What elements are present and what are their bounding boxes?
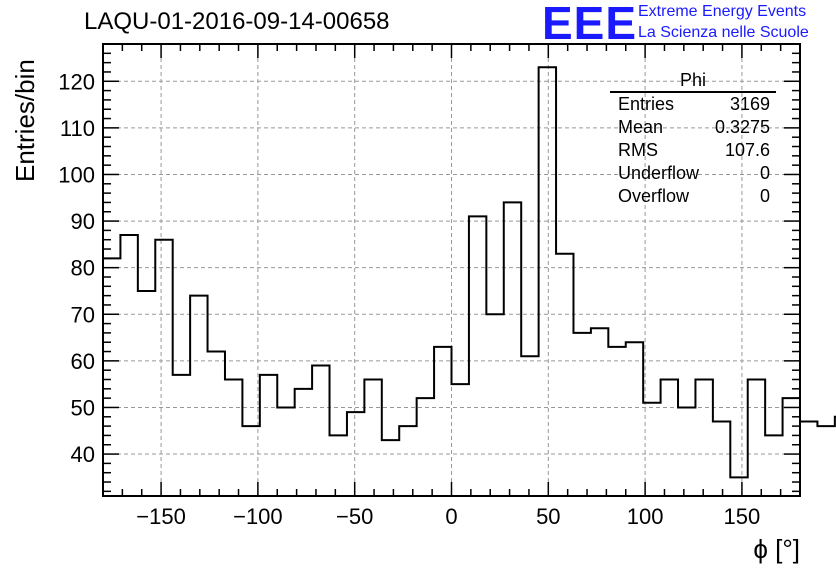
y-tick-label: 40 [71,442,95,467]
eee-logo: EEE [542,0,638,49]
x-tick-label: 150 [724,504,761,529]
histogram-line [103,66,836,479]
stats-row-rms: RMS 107.6 [610,139,776,162]
stats-label: Underflow [618,163,700,183]
stats-row-mean: Mean 0.3275 [610,116,776,139]
logo-line-1: Extreme Energy Events [638,3,807,20]
stats-label: Mean [618,117,664,137]
stats-row-underflow: Underflow 0 [610,162,776,185]
x-tick-label: −150 [136,504,186,529]
stats-value: 3169 [729,94,770,114]
x-tick-label: −100 [233,504,283,529]
stats-box: Phi Entries 3169 Mean 0.3275 RMS 107.6 U… [610,70,776,208]
x-tick-label: 50 [536,504,560,529]
y-tick-label: 80 [71,256,95,281]
stats-value: 107.6 [724,140,770,160]
stats-value: 0 [759,186,770,206]
stats-label: RMS [618,140,658,160]
plot-title: LAQU-01-2016-09-14-00658 [84,8,390,35]
y-tick-label: 110 [60,116,95,141]
y-tick-label: 70 [71,302,95,327]
stats-row-overflow: Overflow 0 [610,185,776,208]
y-tick-label: 90 [71,209,95,234]
stats-value: 0 [759,163,770,183]
stats-row-entries: Entries 3169 [610,93,776,116]
x-tick-label: 100 [627,504,664,529]
x-tick-label: −50 [336,504,373,529]
y-tick-label: 120 [58,69,95,94]
stats-label: Entries [618,94,675,114]
axis-ticks [102,43,801,496]
grid-lines [103,44,800,496]
logo-line-2: La Scienza nelle Scuole [638,24,809,41]
y-tick-label: 50 [71,395,95,420]
axis-tick-labels: −150 −100 −50 0 50 100 150 40 50 60 70 80 90 100 110 12… [58,69,760,529]
y-axis-label: Entries/bin [10,59,40,182]
x-tick-label: 0 [445,504,457,529]
stats-value: 0.3275 [714,117,770,137]
stats-label: Overflow [618,186,690,206]
stats-box-title: Phi [610,70,776,93]
y-tick-label: 60 [71,349,95,374]
x-axis-label: ϕ [°] [753,534,800,564]
y-tick-label: 100 [58,162,95,187]
